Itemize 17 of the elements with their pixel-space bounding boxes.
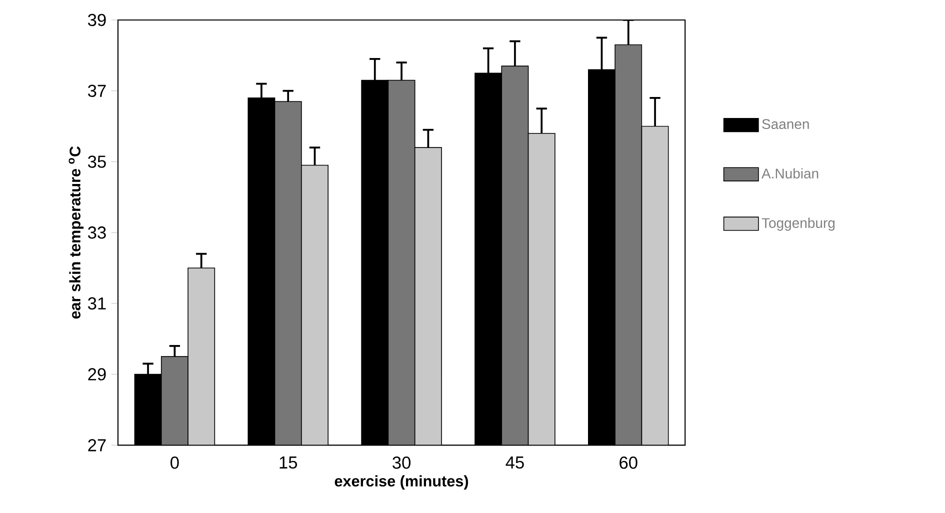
x-tick-label: 0	[170, 456, 179, 469]
y-tick-label: 35	[88, 156, 106, 168]
legend-label: Saanen	[762, 119, 809, 129]
y-tick-label: 39	[88, 14, 106, 26]
y-axis-title: ear skin temperature $^{o}$C	[68, 146, 84, 319]
x-axis-title: exercise (minutes)	[334, 475, 468, 490]
legend-label: Toggenburg	[762, 218, 835, 231]
x-tick-label: 60	[620, 456, 638, 469]
legend-label: A.Nubian	[762, 168, 818, 178]
y-tick-label: 29	[88, 368, 106, 380]
y-tick-label: 33	[88, 226, 106, 239]
x-tick-label: 15	[280, 456, 298, 469]
y-tick-label: 37	[88, 84, 106, 97]
x-tick-label: 45	[506, 456, 524, 469]
y-tick-label: 31	[88, 297, 106, 310]
x-tick-label: 30	[392, 456, 410, 469]
y-tick-label: 27	[88, 439, 106, 452]
